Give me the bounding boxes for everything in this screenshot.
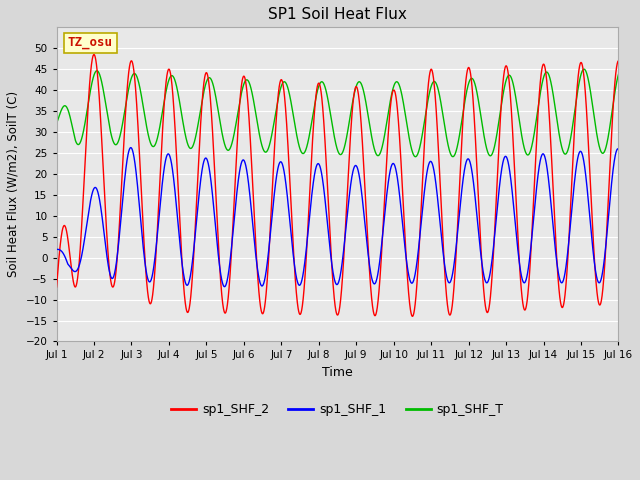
Y-axis label: Soil Heat Flux (W/m2), SoilT (C): Soil Heat Flux (W/m2), SoilT (C) (7, 91, 20, 277)
Legend: sp1_SHF_2, sp1_SHF_1, sp1_SHF_T: sp1_SHF_2, sp1_SHF_1, sp1_SHF_T (166, 398, 509, 421)
sp1_SHF_2 (472, 148, 480, 154)
sp1_SHF_1 (221, 284, 228, 289)
sp1_SHF_1 (419, 209, 426, 215)
sp1_SHF_2 (390, 87, 397, 93)
Text: TZ_osu: TZ_osu (68, 36, 113, 49)
sp1_SHF_1 (390, 161, 397, 167)
sp1_SHF_T (155, 130, 163, 136)
Line: sp1_SHF_1: sp1_SHF_1 (56, 148, 618, 287)
sp1_SHF_T (412, 154, 419, 159)
sp1_SHF_T (580, 66, 588, 72)
sp1_SHF_2 (408, 313, 416, 319)
sp1_SHF_2 (419, 184, 426, 190)
sp1_SHF_2 (52, 284, 60, 290)
sp1_SHF_T (419, 133, 426, 139)
Line: sp1_SHF_2: sp1_SHF_2 (56, 55, 618, 316)
sp1_SHF_T (268, 134, 275, 140)
sp1_SHF_1 (155, 217, 163, 223)
sp1_SHF_2 (268, 205, 275, 211)
X-axis label: Time: Time (322, 366, 353, 379)
sp1_SHF_T (515, 113, 522, 119)
sp1_SHF_2 (90, 52, 98, 58)
sp1_SHF_1 (268, 219, 275, 225)
sp1_SHF_T (614, 72, 622, 77)
sp1_SHF_2 (515, 250, 523, 255)
sp1_SHF_T (390, 84, 397, 90)
sp1_SHF_1 (52, 246, 60, 252)
sp1_SHF_1 (472, 204, 480, 210)
sp1_SHF_2 (614, 58, 622, 64)
sp1_SHF_2 (155, 201, 163, 207)
Line: sp1_SHF_T: sp1_SHF_T (56, 69, 618, 156)
sp1_SHF_T (472, 85, 480, 91)
sp1_SHF_T (52, 121, 60, 127)
sp1_SHF_1 (515, 255, 523, 261)
sp1_SHF_1 (614, 146, 622, 152)
Title: SP1 Soil Heat Flux: SP1 Soil Heat Flux (268, 7, 407, 22)
sp1_SHF_1 (127, 145, 134, 151)
